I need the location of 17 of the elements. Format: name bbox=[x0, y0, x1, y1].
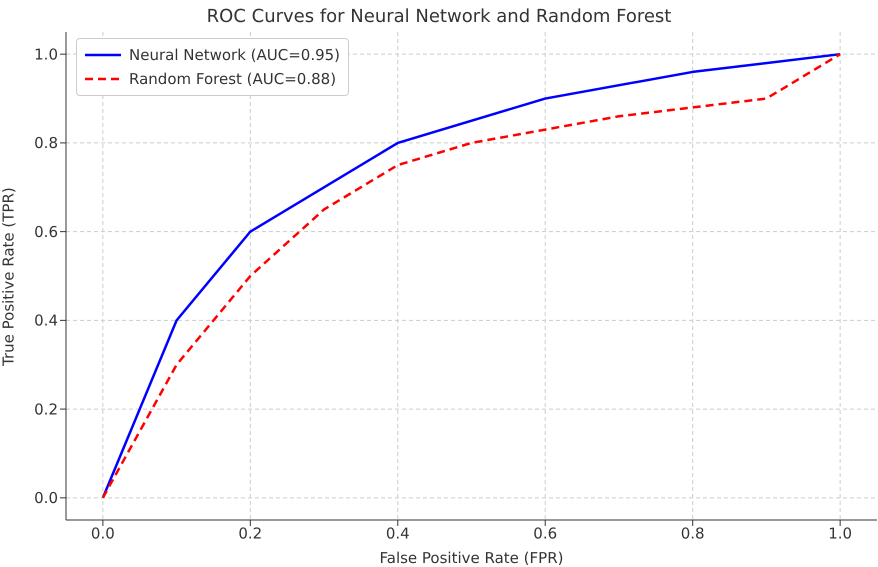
y-axis-title: True Positive Rate (TPR) bbox=[0, 187, 18, 367]
y-tick-label: 0.6 bbox=[34, 222, 58, 241]
legend-label: Neural Network (AUC=0.95) bbox=[129, 46, 340, 64]
y-tick-label: 0.8 bbox=[34, 134, 58, 152]
legend-label: Random Forest (AUC=0.88) bbox=[129, 70, 336, 88]
x-tick-label: 1.0 bbox=[828, 524, 852, 543]
y-tick-label: 0.4 bbox=[34, 312, 58, 330]
y-tick-label: 1.0 bbox=[34, 46, 58, 64]
y-tick-label: 0.0 bbox=[34, 489, 58, 508]
x-tick-label: 0.2 bbox=[238, 524, 262, 543]
y-tick-label: 0.2 bbox=[34, 400, 58, 418]
x-tick-label: 0.0 bbox=[90, 524, 115, 543]
x-tick-label: 0.6 bbox=[533, 524, 558, 543]
chart-title: ROC Curves for Neural Network and Random Forest bbox=[206, 6, 672, 27]
x-tick-label: 0.4 bbox=[386, 524, 410, 543]
x-axis-title: False Positive Rate (FPR) bbox=[380, 549, 564, 567]
x-tick-label: 0.8 bbox=[680, 524, 705, 543]
